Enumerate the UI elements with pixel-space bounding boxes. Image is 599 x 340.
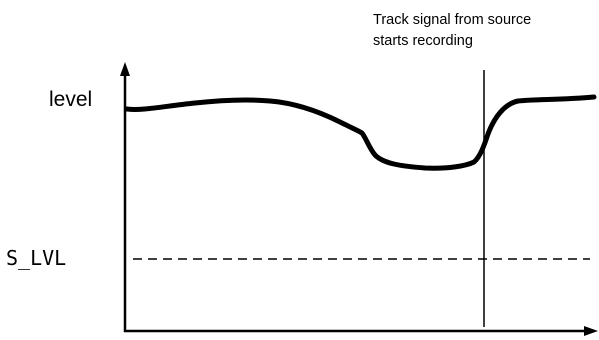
threshold-label: S_LVL <box>6 246 66 270</box>
y-axis-arrowhead <box>120 62 130 76</box>
annotation-line-2: starts recording <box>373 33 473 49</box>
signal-level-curve <box>124 94 597 171</box>
y-axis-label: level <box>49 88 92 111</box>
x-axis-arrowhead <box>584 326 598 336</box>
annotation-line-1: Track signal from source <box>373 12 531 28</box>
